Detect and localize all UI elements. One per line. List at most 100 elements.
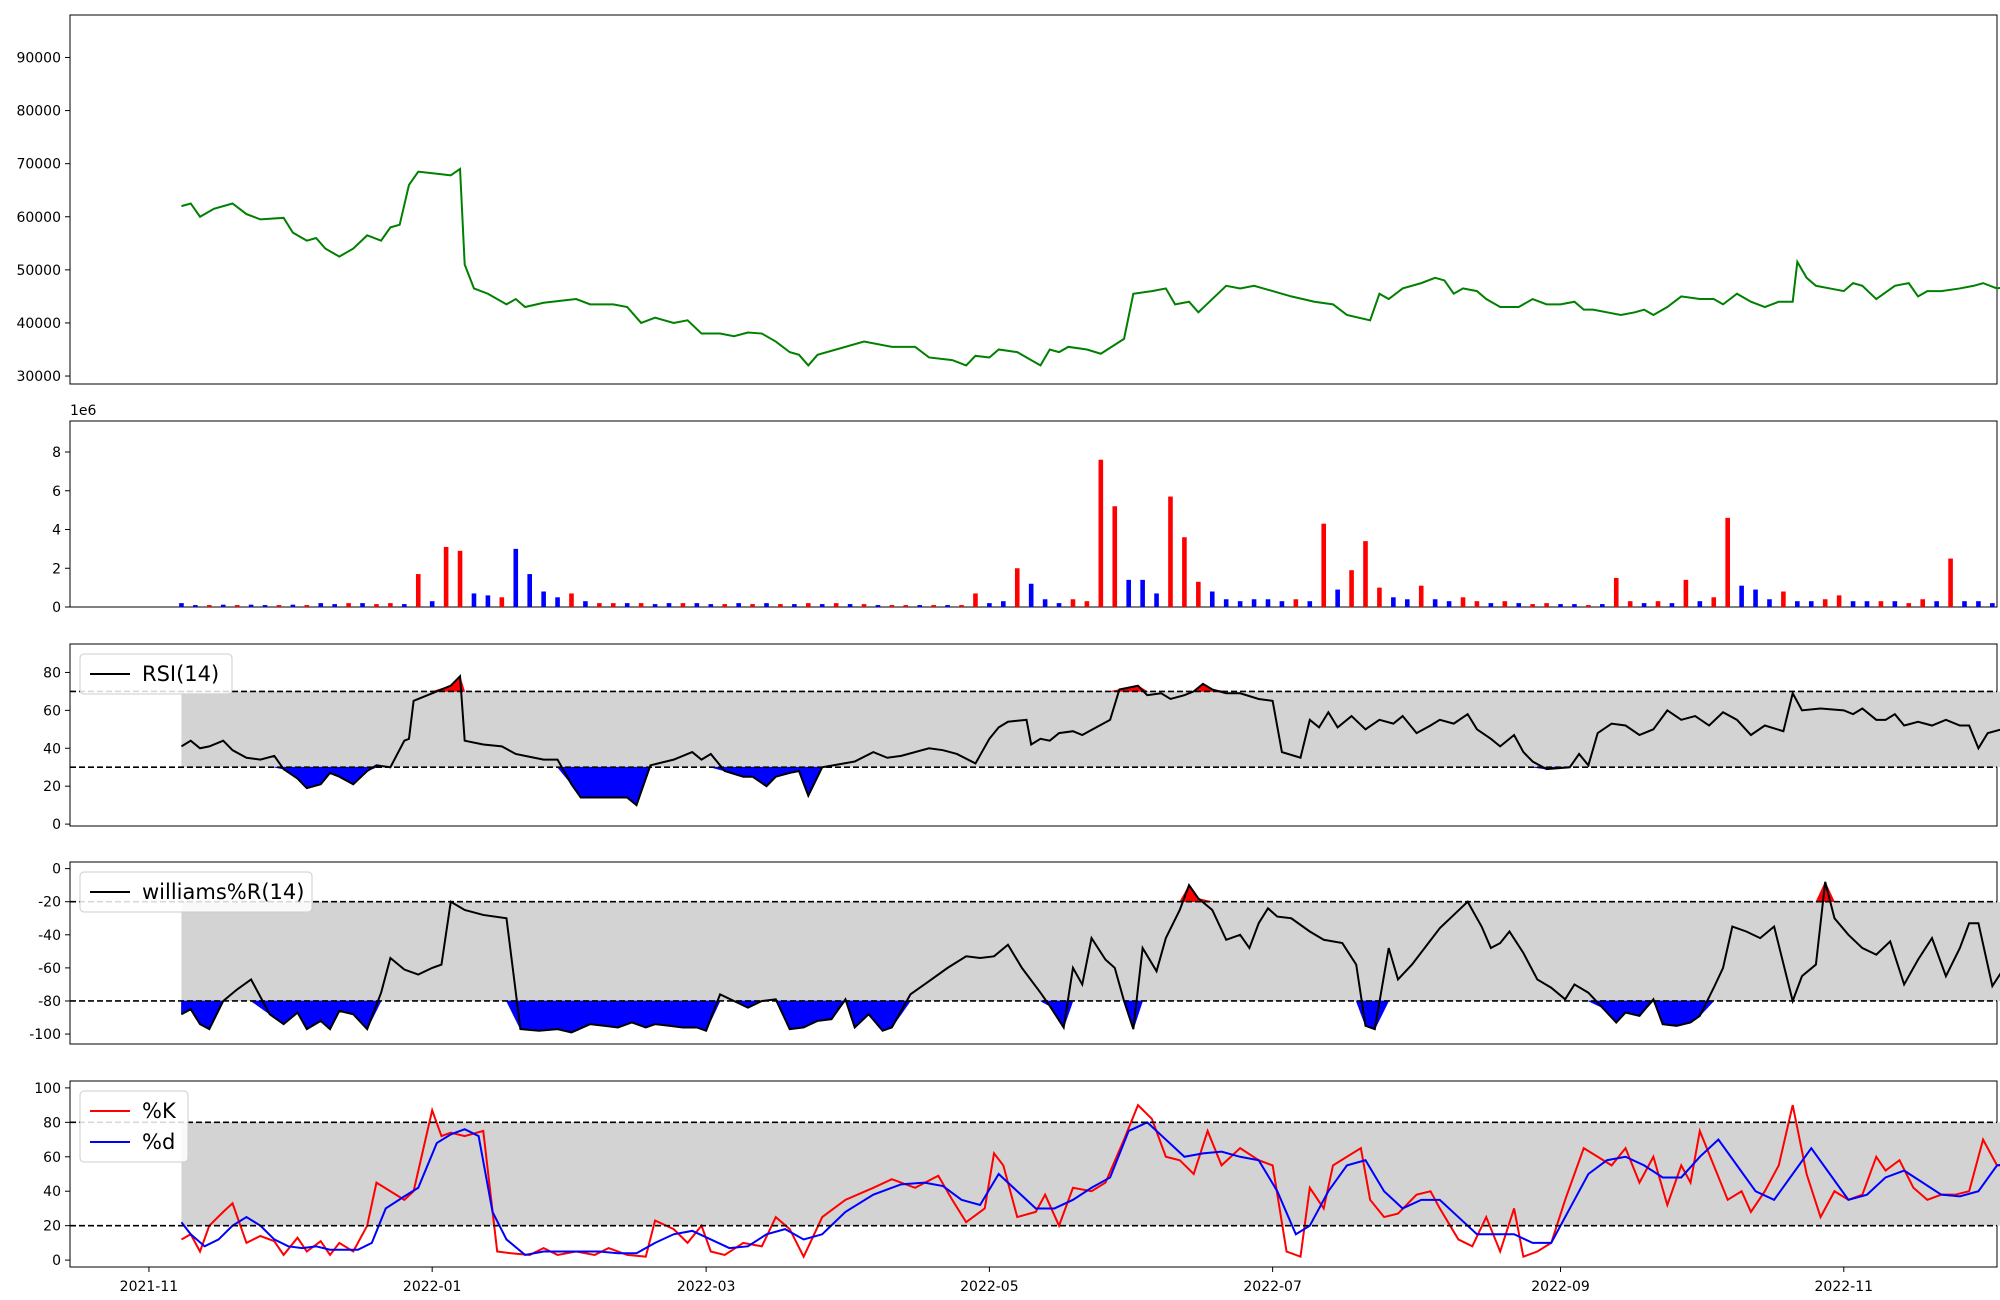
rsi-oversold-fill [274, 766, 1570, 806]
volume-bar [471, 593, 477, 607]
volume-bar [290, 604, 296, 607]
volume-bar [875, 605, 881, 607]
rsi-legend-label: RSI(14) [142, 662, 219, 686]
volume-bar [1237, 601, 1243, 607]
stochastic-neutral-band [181, 1122, 2000, 1226]
price-y-tick-label: 40000 [16, 316, 61, 332]
volume-bar [624, 603, 630, 607]
volume-y-tick-label: 4 [52, 523, 61, 539]
volume-bar [388, 603, 393, 607]
volume-bar [638, 603, 644, 607]
volume-bar [485, 595, 491, 607]
volume-bar [318, 603, 324, 607]
volume-bar [207, 605, 212, 607]
volume-bar [917, 605, 923, 607]
williams-y-tick-label: -40 [38, 928, 61, 944]
stochastic-legend-label: %K [142, 1099, 177, 1123]
volume-bar [903, 605, 909, 607]
volume-bar [1474, 601, 1480, 607]
volume-bar [792, 604, 797, 607]
rsi-line [180, 673, 2000, 807]
volume-bar [583, 601, 588, 607]
volume-bar [694, 603, 700, 607]
volume-bar [1976, 601, 1981, 607]
volume-bar [346, 603, 351, 607]
price-y-tick-label: 70000 [16, 157, 61, 173]
volume-bar [1056, 603, 1062, 607]
volume-bar [973, 593, 978, 607]
volume-bar [1363, 541, 1368, 607]
volume-bar [1126, 579, 1131, 607]
volume-bar [1781, 591, 1786, 607]
williams-legend [79, 871, 313, 913]
volume-bar [1572, 604, 1577, 607]
volume-bar [1251, 599, 1257, 607]
volume-bar [1446, 601, 1452, 607]
price-y-tick-label: 90000 [16, 50, 61, 66]
volume-bar [457, 550, 463, 607]
price-y-tick-label: 50000 [16, 263, 61, 279]
price-panel: 30000 40000 50000 60000 70000 80000 90000 [16, 14, 2000, 385]
volume-bar [220, 604, 226, 607]
volume-bar [1182, 537, 1187, 607]
williams-legend-label: williams%R(14) [142, 880, 304, 904]
stochastic-y-tick-label: 80 [43, 1115, 61, 1131]
volume-bar [1753, 589, 1758, 607]
volume-bar [1990, 603, 1995, 607]
stochastic-y-tick-label: 60 [43, 1150, 61, 1166]
x-tick-label: 2022-07 [1243, 1279, 1302, 1295]
volume-bar [722, 604, 728, 607]
volume-bar [1391, 597, 1396, 607]
volume-bar [1418, 585, 1424, 607]
x-tick-label: 2022-01 [403, 1279, 462, 1295]
volume-bar [1349, 570, 1354, 607]
volume-bar [1697, 601, 1703, 607]
volume-bar [179, 603, 184, 607]
price-y-tick-label: 30000 [16, 369, 61, 385]
volume-bar [1627, 601, 1633, 607]
volume-bar [1084, 601, 1090, 607]
volume-bar [736, 603, 741, 607]
volume-bar [597, 603, 602, 607]
volume-bar [1070, 599, 1076, 607]
volume-bar [262, 605, 268, 607]
volume-bar [1530, 604, 1535, 607]
volume-y-tick-label: 0 [52, 600, 61, 616]
williams-y-tick-label: -100 [29, 1027, 61, 1043]
volume-bar [234, 605, 240, 607]
volume-bar [1488, 603, 1494, 607]
volume-bar [1168, 496, 1173, 607]
volume-bar [541, 591, 546, 607]
volume-bar [1154, 593, 1159, 607]
volume-bar [1042, 599, 1048, 607]
volume-bar [499, 597, 505, 607]
volume-bar [1558, 604, 1563, 607]
volume-bar [1516, 603, 1522, 607]
volume-multiplier-label: 1e6 [70, 403, 97, 419]
volume-y-tick-label: 6 [52, 484, 61, 500]
volume-bar [1850, 601, 1856, 607]
volume-bar [1948, 558, 1953, 607]
williams-y-tick-label: -60 [38, 961, 61, 977]
volume-bar [555, 597, 560, 607]
volume-bar [987, 603, 992, 607]
volume-bar [402, 604, 407, 607]
volume-bar [931, 605, 936, 607]
volume-bar [276, 605, 282, 607]
volume-bar [415, 574, 421, 607]
stochastic-legend-label: %d [142, 1130, 175, 1154]
stochastic-k-line [180, 1103, 2000, 1259]
volume-bar [833, 603, 839, 607]
price-y-tick-label: 60000 [16, 210, 61, 226]
volume-bar [1223, 599, 1229, 607]
volume-bar [1028, 583, 1034, 607]
volume-bar [1196, 581, 1201, 607]
volume-bar [1279, 601, 1285, 607]
volume-bar [1878, 601, 1884, 607]
rsi-y-tick-label: 60 [43, 703, 61, 719]
williams-y-tick-label: -80 [38, 994, 61, 1010]
x-tick-label: 2022-11 [1815, 1279, 1874, 1295]
volume-bar [778, 604, 783, 607]
volume-bar [1377, 587, 1382, 607]
